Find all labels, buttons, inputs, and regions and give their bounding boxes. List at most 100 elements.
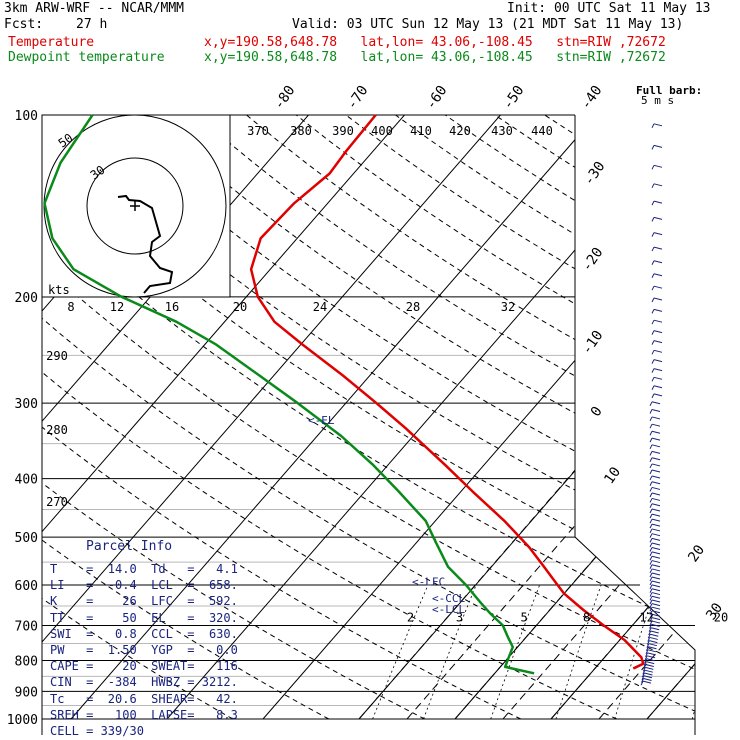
wind-barb-flag <box>651 546 661 550</box>
wind-barb-flag <box>651 555 661 559</box>
wind-barb-flag <box>651 437 661 441</box>
dry-adiabat-line <box>594 115 695 720</box>
wind-barb-shaft <box>649 599 653 605</box>
wind-barb-flag <box>651 457 661 461</box>
wind-barb-shaft <box>649 551 653 557</box>
wind-barb-flag <box>643 675 653 679</box>
valid-time: Valid: 03 UTC Sun 12 May 13 (21 MDT Sat … <box>292 17 684 32</box>
wind-barb-shaft <box>649 547 653 552</box>
wind-barb-shaft <box>651 297 655 303</box>
temperature-tick-label: -50 <box>500 83 528 113</box>
dry-adiabat-line <box>42 115 522 720</box>
wind-barb-flag <box>653 260 663 264</box>
wind-barb-flag <box>651 599 661 603</box>
wind-barb-shaft <box>643 661 647 666</box>
speed-tick-label: 32 <box>501 300 515 314</box>
dry-adiabat-line <box>146 115 695 720</box>
dry-adiabat-line <box>395 115 695 720</box>
isotherm-line <box>42 115 501 720</box>
isotherm-line <box>358 115 695 720</box>
model-title: 3km ARW-WRF -- NCAR/MMM <box>4 1 185 16</box>
wind-barb-shaft <box>649 610 653 615</box>
wind-barb-flag <box>649 636 658 640</box>
pressure-tick-label: 400 <box>15 473 38 488</box>
wind-barb-flag <box>653 200 663 204</box>
theta-label: 270 <box>46 495 68 509</box>
forecast-label: Fcst: <box>4 17 44 32</box>
speed-tick-label: 8 <box>67 300 74 314</box>
wind-barb-flag <box>653 216 663 220</box>
wind-barb-flag <box>643 677 652 681</box>
wind-barb-shaft <box>649 617 653 622</box>
wind-barb-shaft <box>649 576 653 582</box>
wind-barb-flag <box>651 564 661 568</box>
moist-adiabat-line <box>694 296 695 720</box>
parcel-info-row: K = 26 LFC = 592. <box>50 594 238 609</box>
wind-barb-shaft <box>649 588 653 593</box>
wind-barb-flag <box>644 669 653 673</box>
wind-barb-flag <box>651 613 661 617</box>
parcel-info-row: TT = 50 EL = 320. <box>50 610 238 625</box>
wind-barb-flag <box>651 568 661 572</box>
wind-barb-flag <box>653 144 663 148</box>
theta-label: 410 <box>410 124 432 138</box>
full-barb-units: 5 m s <box>641 94 674 107</box>
wind-barb-shaft <box>647 637 651 642</box>
parcel-info-panel: Parcel Info T = 14.0 Td = 4.1 LI = -0.4 L… <box>42 536 257 738</box>
mixing-ratio-label: 2 <box>407 610 414 624</box>
wind-barb-flag <box>651 610 661 614</box>
wind-barb-flag <box>651 623 660 627</box>
wind-barb-shaft <box>649 528 653 534</box>
temperature-location: x,y=190.58,648.78 lat,lon= 43.06,-108.45… <box>204 35 666 50</box>
wind-barb-flag <box>646 658 655 662</box>
wind-barb-flag <box>653 183 663 187</box>
theta-label: 430 <box>491 124 513 138</box>
isotherm-line <box>262 115 695 720</box>
mixing-ratio-label: 8 <box>583 610 590 624</box>
wind-barb-shaft <box>649 538 653 543</box>
mixing-ratio-line <box>372 584 429 720</box>
wind-barb-flag <box>653 349 663 353</box>
wind-barb-shaft <box>649 481 653 486</box>
wind-barb-shaft <box>646 646 649 652</box>
wind-barb-flag <box>651 475 661 479</box>
theta-label: 370 <box>247 124 269 138</box>
wind-barb-shaft <box>649 437 653 443</box>
wind-barb-shaft <box>649 556 653 561</box>
wind-barb-flag <box>651 408 661 412</box>
wind-barb-shaft <box>649 416 653 422</box>
pressure-tick-label: 300 <box>15 397 38 412</box>
wind-barb-flag <box>651 617 661 621</box>
theta-label: 280 <box>46 423 68 437</box>
theta-label: 290 <box>46 349 68 363</box>
isotherm-line <box>550 115 695 720</box>
full-barb-label: Full barb: <box>636 84 702 97</box>
temperature-tick-label: -20 <box>579 245 607 275</box>
wind-barb-shaft <box>645 652 648 658</box>
wind-barb-shaft <box>649 523 653 529</box>
wind-barb-flag <box>651 560 661 564</box>
wind-barb-flag <box>651 627 660 631</box>
dry-adiabat-line <box>42 115 234 720</box>
wind-barb-flag <box>651 542 661 546</box>
dry-adiabat-line <box>42 115 426 720</box>
wind-barb-shaft <box>649 503 653 509</box>
chart-series <box>43 114 645 675</box>
wind-barb-shaft <box>649 518 653 524</box>
wind-barb-shaft <box>651 145 655 150</box>
wind-barb-shaft <box>649 620 653 626</box>
wind-barb-flag <box>653 319 663 323</box>
temperature-tick-label: 10 <box>601 464 624 487</box>
moist-adiabat-line <box>598 296 695 720</box>
speed-tick-label: 12 <box>110 300 124 314</box>
wind-barb-flag <box>651 518 661 522</box>
wind-barb-shaft <box>649 603 653 608</box>
wind-barb-flag <box>653 232 663 236</box>
wind-barb-shaft <box>651 165 655 170</box>
wind-barb-shaft <box>649 431 653 436</box>
wind-barb-flag <box>651 416 661 420</box>
pressure-tick-label: 700 <box>15 619 38 634</box>
wind-barb-shaft <box>651 123 655 129</box>
wind-barb-shaft <box>649 584 653 590</box>
